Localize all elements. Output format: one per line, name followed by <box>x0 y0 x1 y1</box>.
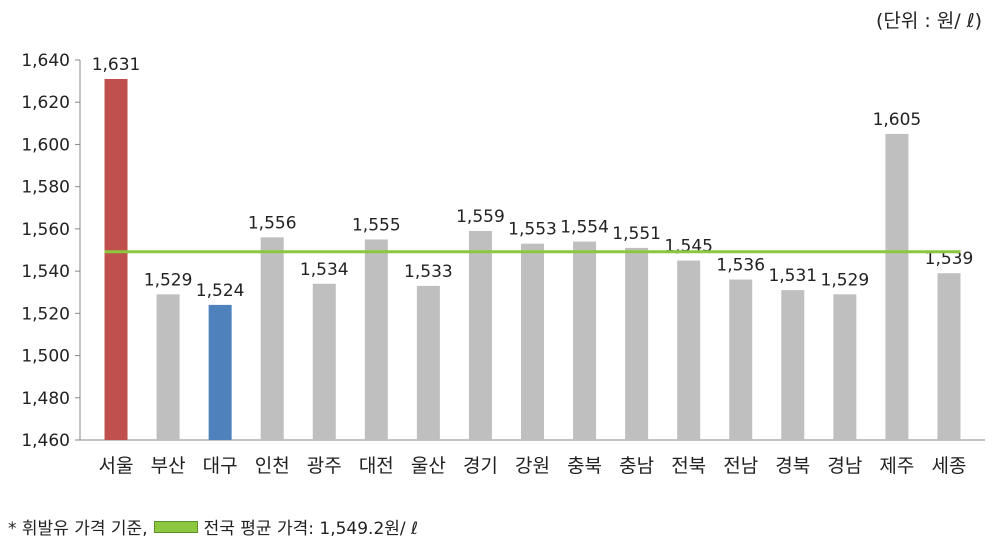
data-label: 1,529 <box>144 270 193 290</box>
bar <box>416 285 440 440</box>
y-tick-label: 1,460 <box>21 431 70 451</box>
y-tick-label: 1,620 <box>21 93 70 113</box>
y-tick-label: 1,560 <box>21 220 70 240</box>
x-tick-label: 전북 <box>671 455 706 477</box>
x-tick-label: 대구 <box>203 455 238 477</box>
bar <box>208 304 232 440</box>
average-line-legend-swatch <box>153 520 198 533</box>
bar <box>625 247 649 440</box>
y-tick-label: 1,600 <box>21 135 70 155</box>
unit-note: (단위 : 원/ ℓ) <box>875 10 982 32</box>
bar <box>521 243 544 440</box>
bar <box>885 133 909 440</box>
bar <box>156 294 180 440</box>
data-label: 1,524 <box>196 281 245 301</box>
footnote: * 휘발유 가격 기준, 전국 평균 가격: 1,549.2원/ ℓ <box>8 514 418 539</box>
y-tick-label: 1,480 <box>21 389 70 409</box>
x-tick-label: 광주 <box>307 455 342 477</box>
x-tick-label: 인천 <box>255 455 290 477</box>
x-tick-label: 전남 <box>723 455 758 477</box>
data-label: 1,536 <box>716 256 765 276</box>
data-label: 1,559 <box>456 207 505 227</box>
y-tick-label: 1,520 <box>21 304 70 324</box>
data-label: 1,551 <box>612 224 661 244</box>
data-label: 1,554 <box>560 218 609 238</box>
bar <box>937 273 961 440</box>
bar <box>781 290 805 440</box>
x-tick-label: 경기 <box>463 455 498 477</box>
data-label: 1,545 <box>664 237 713 257</box>
y-tick-label: 1,500 <box>21 347 70 367</box>
data-label: 1,553 <box>508 220 557 240</box>
y-tick-label: 1,540 <box>21 262 70 282</box>
x-tick-label: 경남 <box>827 455 862 477</box>
bar-chart: 1,460 1,480 1,500 1,520 1,540 1,560 1,580 1,600… <box>21 51 985 477</box>
bar <box>833 294 857 440</box>
bar <box>312 283 336 440</box>
bar <box>573 241 597 440</box>
x-tick-label: 충남 <box>619 455 654 477</box>
bar <box>364 239 388 440</box>
footnote-prefix: * 휘발유 가격 기준, <box>8 519 148 539</box>
data-label: 1,605 <box>873 110 922 130</box>
x-tick-label: 충북 <box>567 455 602 477</box>
x-tick-label: 울산 <box>411 455 446 477</box>
data-label: 1,534 <box>300 260 349 280</box>
x-tick-label: 강원 <box>515 455 550 477</box>
data-label: 1,533 <box>404 262 453 282</box>
x-tick-label: 부산 <box>151 455 186 477</box>
data-label: 1,531 <box>768 266 817 286</box>
bar <box>729 279 753 440</box>
average-line-legend-label: 전국 평균 가격: 1,549.2원/ ℓ <box>203 519 419 539</box>
data-label: 1,539 <box>925 249 974 269</box>
data-label: 1,556 <box>248 213 297 233</box>
x-tick-label: 세종 <box>931 455 966 477</box>
bar <box>260 237 284 440</box>
x-tick-label: 제주 <box>879 455 914 477</box>
y-tick-label: 1,640 <box>21 51 70 71</box>
bar <box>104 79 128 440</box>
x-tick-label: 경북 <box>775 455 810 477</box>
data-label: 1,631 <box>92 55 141 75</box>
data-label: 1,555 <box>352 215 401 235</box>
y-tick-label: 1,580 <box>21 178 70 198</box>
bar <box>677 260 701 440</box>
bar <box>468 231 492 440</box>
data-label: 1,529 <box>821 270 870 290</box>
x-tick-label: 서울 <box>99 455 134 477</box>
x-tick-label: 대전 <box>359 455 394 477</box>
